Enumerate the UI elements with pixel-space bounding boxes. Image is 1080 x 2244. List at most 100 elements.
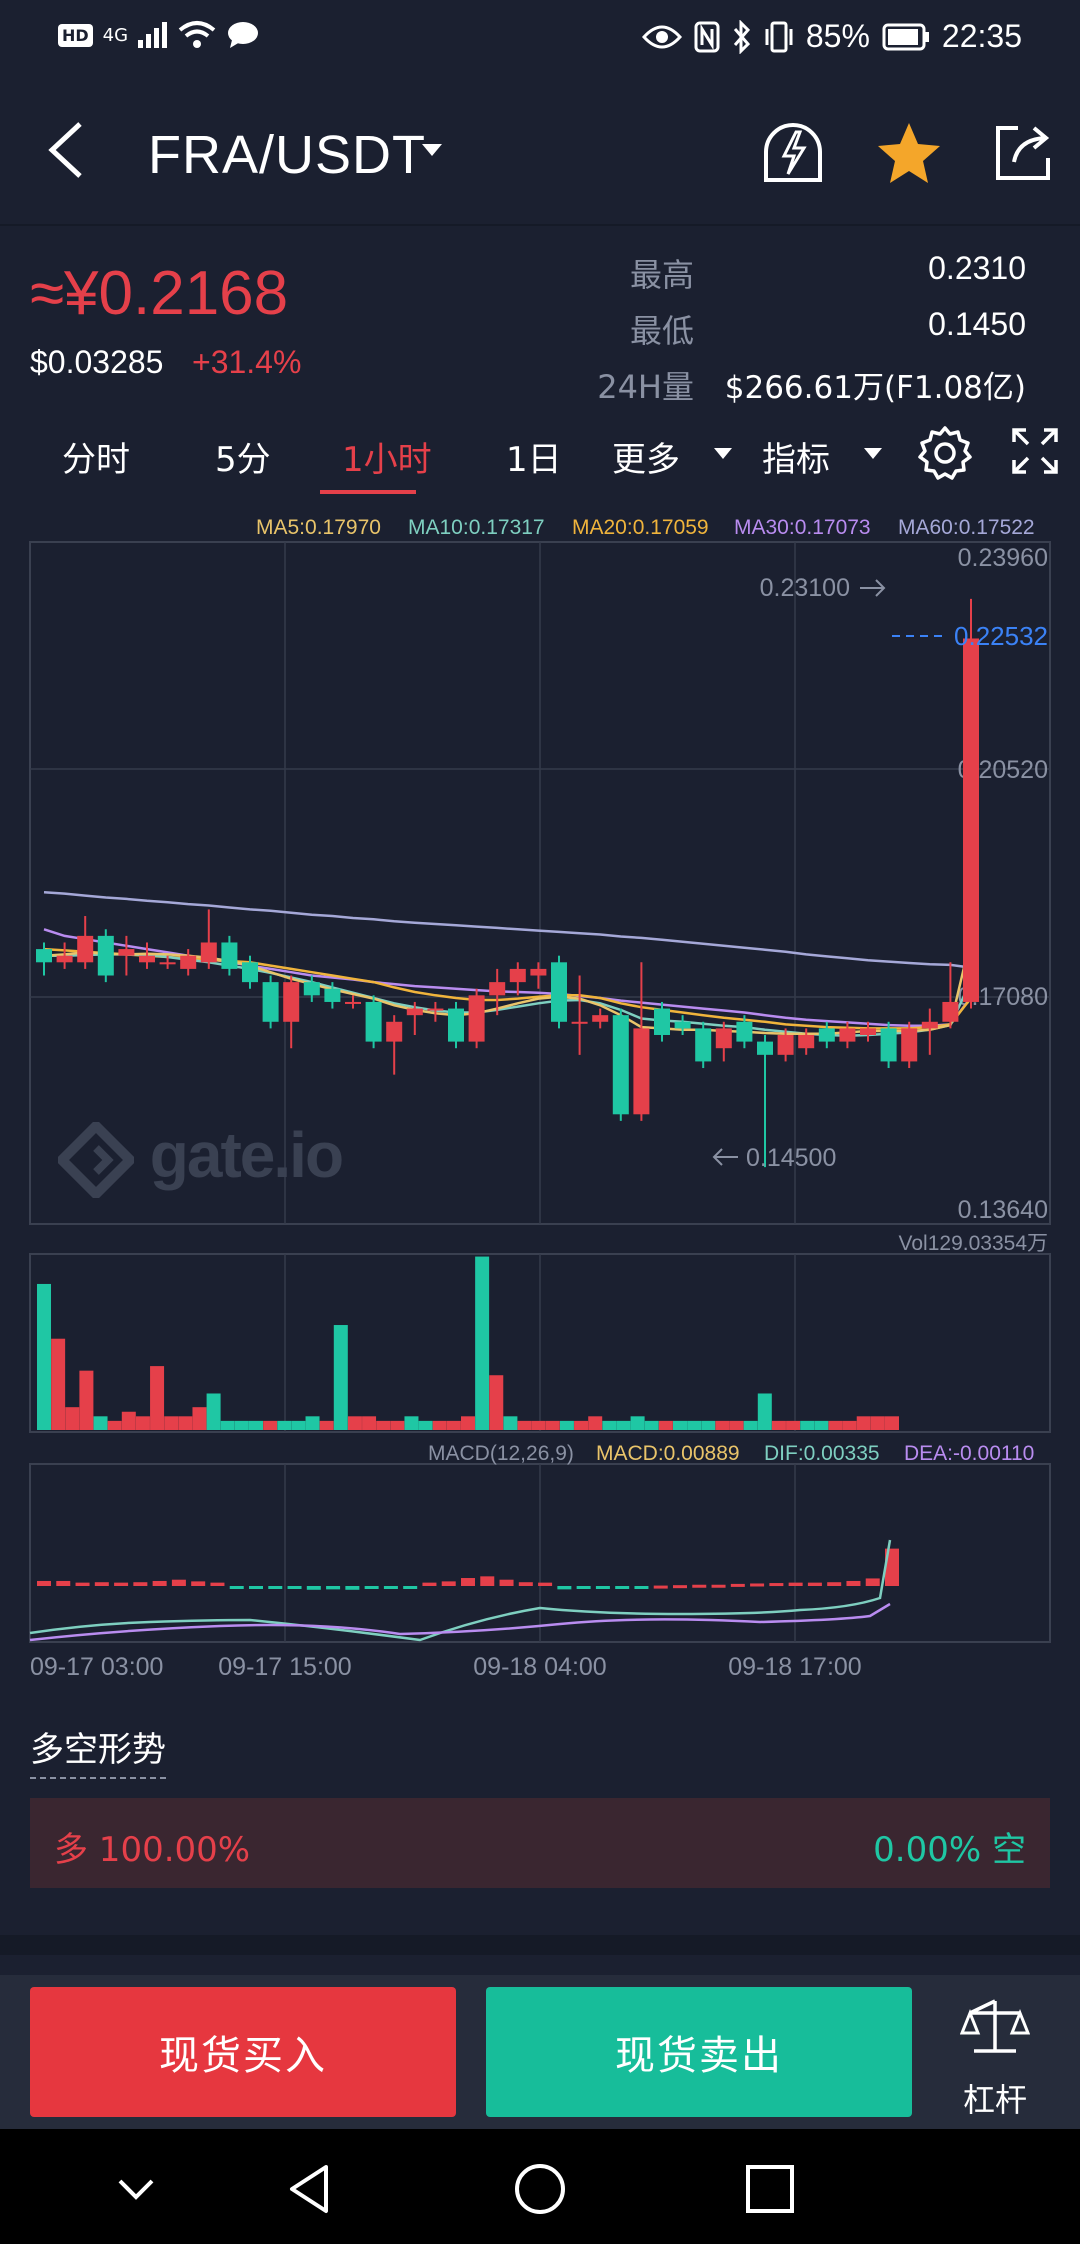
back-icon[interactable] <box>44 120 88 180</box>
candle-body <box>345 1001 361 1004</box>
macd-bar <box>788 1582 803 1586</box>
ma5-line <box>43 937 973 1035</box>
candle <box>509 962 526 996</box>
macd-bar <box>268 1586 283 1589</box>
more-chevron-icon <box>714 448 732 459</box>
interval-tabs: 分时 5分 1小时 1日 更多 指标 <box>0 410 1080 500</box>
volume-bar <box>432 1420 447 1430</box>
dif-line <box>29 1539 892 1642</box>
volume-value: $266.61万(F1.08亿) <box>724 370 1026 406</box>
ma30-legend: MA30:0.17073 <box>734 516 871 539</box>
tab-1hour[interactable]: 1小时 <box>342 440 432 480</box>
volume-bar <box>602 1420 617 1430</box>
leverage-button[interactable]: 杠杆 <box>940 1993 1050 2119</box>
macd-bar <box>422 1582 437 1586</box>
chevron-down-icon[interactable] <box>422 144 442 156</box>
macd-bar <box>595 1586 610 1589</box>
pair-selector[interactable]: FRA/USDT <box>148 125 426 185</box>
volume-bar <box>37 1283 51 1430</box>
nav-collapse-icon[interactable] <box>108 2161 164 2217</box>
tab-more[interactable]: 更多 <box>612 440 680 480</box>
candle-body <box>612 1015 629 1115</box>
current-price-label: 0.22532 <box>954 621 1048 651</box>
chat-icon <box>228 22 259 48</box>
volume-label: 24H量 <box>597 368 694 406</box>
long-short-title: 多空形势 <box>30 1722 166 1779</box>
volume-bar <box>814 1420 829 1430</box>
candle <box>36 942 52 976</box>
share-icon[interactable] <box>988 118 1058 188</box>
grid-lines <box>30 542 1050 1224</box>
vibrate-icon <box>765 21 793 52</box>
volume-bar <box>658 1420 673 1430</box>
low-value: 0.1450 <box>928 306 1026 342</box>
network-type: 4G <box>102 24 129 46</box>
volume-grid <box>284 1254 796 1432</box>
volume-bar <box>489 1375 504 1430</box>
macd-bar <box>56 1580 71 1586</box>
nav-home-icon[interactable] <box>512 2161 568 2217</box>
candle-body <box>324 988 341 1002</box>
spot-buy-button[interactable]: 现货买入 <box>30 1987 456 2117</box>
candle-body <box>571 1021 588 1024</box>
favorite-star-icon[interactable] <box>874 118 944 188</box>
volume-bar <box>588 1416 603 1430</box>
macd-bar <box>480 1576 495 1586</box>
volume-bar <box>263 1420 278 1430</box>
volume-bar <box>51 1338 66 1430</box>
macd-bar <box>364 1586 379 1589</box>
moving-average-lines <box>43 891 973 1037</box>
volume-bar <box>856 1416 871 1430</box>
tab-indicators[interactable]: 指标 <box>762 440 830 480</box>
tab-5min[interactable]: 5分 <box>215 440 271 480</box>
candle-body <box>97 935 114 976</box>
candle <box>180 949 197 976</box>
volume-bar <box>475 1256 490 1430</box>
tab-timeline[interactable]: 分时 <box>62 440 130 480</box>
candle-body <box>715 1028 732 1049</box>
volume-bar <box>687 1420 702 1430</box>
volume-bar <box>743 1420 758 1430</box>
volume-bar <box>503 1416 518 1430</box>
volume-bar <box>446 1420 461 1430</box>
battery-icon <box>882 23 929 50</box>
spot-sell-button[interactable]: 现货卖出 <box>486 1987 912 2117</box>
y-tick-top: 0.23960 <box>958 544 1048 572</box>
candle <box>77 916 94 969</box>
nav-recents-icon[interactable] <box>742 2161 798 2217</box>
candle <box>468 988 485 1049</box>
status-bar: HD 4G 85% 22:35 <box>0 0 1080 80</box>
volume-bar <box>390 1420 405 1430</box>
macd-histogram <box>37 1548 899 1590</box>
candle <box>200 909 217 969</box>
volume-label: Vol129.03354万 <box>899 1232 1048 1255</box>
price-alert-icon[interactable] <box>758 118 828 188</box>
tab-1day[interactable]: 1日 <box>506 440 562 480</box>
min-arrow-icon <box>712 1148 738 1166</box>
min-price-marker: 0.14500 <box>746 1144 836 1172</box>
ma5-legend: MA5:0.17970 <box>256 516 381 539</box>
macd-bar <box>769 1583 784 1587</box>
settings-gear-icon[interactable] <box>916 424 974 482</box>
candle-body <box>901 1028 918 1062</box>
fullscreen-icon[interactable] <box>1010 426 1060 476</box>
system-nav-bar <box>0 2129 1080 2244</box>
volume-bar <box>93 1416 108 1430</box>
last-price-cny: ≈¥0.2168 <box>30 259 289 328</box>
nav-back-icon[interactable] <box>282 2161 338 2217</box>
macd-bar <box>75 1582 90 1586</box>
candle-body <box>757 1041 773 1055</box>
candle-body <box>963 638 979 1002</box>
candle-body <box>159 962 176 965</box>
candle <box>860 1021 876 1042</box>
volume-bar <box>121 1411 136 1430</box>
volume-bar <box>616 1420 631 1430</box>
candle-body <box>221 942 238 969</box>
volume-bar <box>107 1420 122 1430</box>
macd-bar <box>249 1586 263 1589</box>
kline-chart[interactable]: MA5:0.17970 MA10:0.17317 MA20:0.17059 MA… <box>0 500 1080 1690</box>
volume-bar <box>347 1416 362 1430</box>
volume-bar <box>644 1420 659 1430</box>
volume-bar <box>362 1416 377 1430</box>
candle-body <box>242 962 258 983</box>
